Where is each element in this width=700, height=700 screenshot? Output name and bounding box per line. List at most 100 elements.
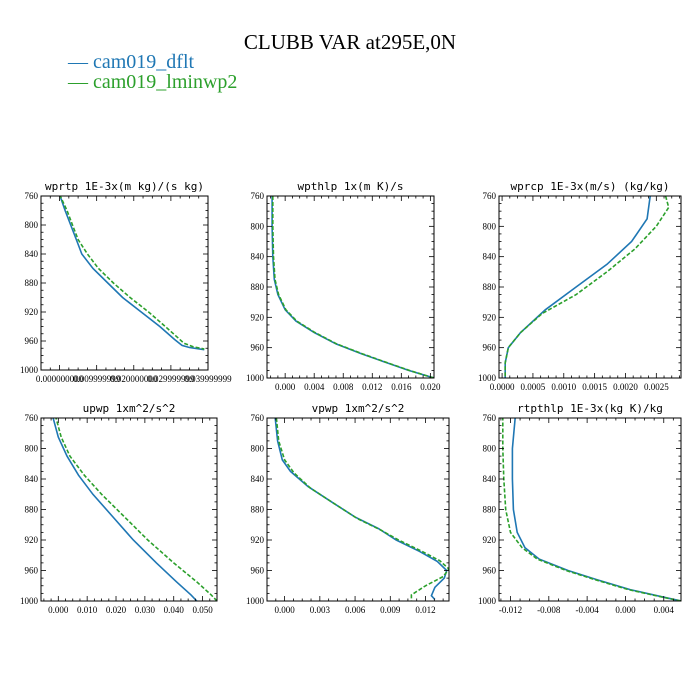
- x-tick-label: 0.020000000: [110, 374, 158, 384]
- legend-entry-lminwp2: — cam019_lminwp2: [67, 71, 237, 93]
- figure-title: CLUBB VAR at295E,0N: [244, 30, 456, 54]
- y-tick-label: 800: [251, 444, 265, 454]
- y-tick-label: 760: [483, 413, 497, 423]
- y-tick-label: 840: [25, 249, 39, 259]
- y-tick-label: 840: [25, 474, 39, 484]
- series-line-lminwp2: [59, 196, 205, 350]
- x-tick-label: 0.004: [654, 605, 675, 615]
- panel-2: wpthlp 1x(m K)/s 760 800 840 880 920 960 1000 0.…: [246, 180, 441, 392]
- y-tick-label: 760: [483, 191, 497, 201]
- series-line-lminwp2: [502, 418, 681, 601]
- x-tick-label: 0.0000: [490, 382, 515, 392]
- y-tick-label: 960: [25, 566, 39, 576]
- series-line-dflt: [59, 196, 205, 351]
- x-tick-label: 0.004: [304, 382, 325, 392]
- y-tick-label: 840: [483, 252, 497, 262]
- legend: — cam019_dflt — cam019_lminwp2: [67, 51, 237, 93]
- x-tick-label: -0.004: [576, 605, 600, 615]
- y-tick-label: 960: [483, 566, 497, 576]
- panel-title: wpthlp 1x(m K)/s: [298, 180, 404, 193]
- series-line-dflt: [274, 418, 448, 601]
- panel-title: vpwp 1xm^2/s^2: [312, 402, 405, 415]
- panel-title: wprtp 1E-3x(m kg)/(s kg): [45, 180, 204, 193]
- y-tick-label: 880: [251, 505, 265, 515]
- y-tick-label: 920: [25, 535, 39, 545]
- plot-frame: [40, 417, 218, 602]
- y-tick-label: 1000: [246, 373, 265, 383]
- series-line-dflt: [504, 196, 651, 378]
- y-tick-label: 960: [25, 336, 39, 346]
- x-tick-label: 0.0025: [644, 382, 669, 392]
- x-tick-label: 0.000: [615, 605, 636, 615]
- y-tick-label: 880: [483, 505, 497, 515]
- y-tick-label: 840: [483, 474, 497, 484]
- x-tick-label: 0.003: [310, 605, 331, 615]
- y-tick-label: 920: [483, 535, 497, 545]
- x-tick-label: -0.008: [537, 605, 561, 615]
- x-tick-label: 0.000: [48, 605, 69, 615]
- y-tick-label: 1000: [246, 596, 265, 606]
- x-tick-label: 0.020: [420, 382, 441, 392]
- y-tick-label: 920: [251, 535, 265, 545]
- y-tick-label: 800: [483, 444, 497, 454]
- panels: wprtp 1E-3x(m kg)/(s kg) 760 800 840 880 920 9…: [20, 180, 682, 615]
- legend-entry-dflt: — cam019_dflt: [67, 51, 195, 73]
- y-tick-label: 1000: [478, 596, 497, 606]
- x-tick-label: 0.016: [391, 382, 412, 392]
- panel-1: wprtp 1E-3x(m kg)/(s kg) 760 800 840 880 920 9…: [20, 180, 232, 384]
- y-tick-label: 760: [251, 413, 265, 423]
- y-tick-label: 760: [251, 191, 265, 201]
- plot-frame: [266, 417, 450, 602]
- x-tick-label: 0.040: [164, 605, 185, 615]
- x-tick-label: 0.0020: [613, 382, 638, 392]
- x-tick-label: 0.010: [77, 605, 98, 615]
- y-tick-label: 960: [251, 343, 265, 353]
- x-tick-label: 0.030: [135, 605, 156, 615]
- series-line-dflt: [52, 418, 198, 601]
- panel-3: wprcp 1E-3x(m/s) (kg/kg) 760 800 840 880 920 9…: [478, 180, 682, 392]
- panel-title: rtpthlp 1E-3x(kg K)/kg: [517, 402, 663, 415]
- x-tick-label: 0.012: [415, 605, 435, 615]
- x-tick-label: 0.008: [333, 382, 354, 392]
- y-tick-label: 920: [25, 307, 39, 317]
- y-tick-label: 800: [251, 221, 265, 231]
- plot-frame: [266, 195, 435, 379]
- y-tick-label: 880: [251, 282, 265, 292]
- y-tick-label: 760: [25, 191, 39, 201]
- y-tick-label: 880: [483, 282, 497, 292]
- x-tick-label: 0.009999999: [73, 374, 121, 384]
- x-tick-label: 0.050: [192, 605, 213, 615]
- y-tick-label: 760: [25, 413, 39, 423]
- y-tick-label: 920: [251, 312, 265, 322]
- x-tick-label: 0.000000000: [36, 374, 84, 384]
- plot-frame: [498, 195, 682, 379]
- y-tick-label: 800: [483, 221, 497, 231]
- x-tick-label: 0.039999999: [184, 374, 232, 384]
- x-tick-label: 0.020: [106, 605, 127, 615]
- series-line-lminwp2: [275, 418, 449, 601]
- y-tick-label: 880: [25, 505, 39, 515]
- x-tick-label: 0.029999999: [147, 374, 195, 384]
- y-tick-label: 1000: [20, 596, 39, 606]
- y-tick-label: 1000: [478, 373, 497, 383]
- x-tick-label: 0.0010: [551, 382, 576, 392]
- series-line-dflt: [511, 418, 681, 601]
- series-line-lminwp2: [272, 196, 434, 378]
- x-tick-label: 0.009: [380, 605, 401, 615]
- y-tick-label: 840: [251, 474, 265, 484]
- panel-5: vpwp 1xm^2/s^2 760 800 840 880 920 960 1000 0.00…: [246, 402, 450, 615]
- x-tick-label: 0.012: [362, 382, 382, 392]
- x-tick-label: 0.0005: [521, 382, 546, 392]
- y-tick-label: 920: [483, 312, 497, 322]
- panel-title: upwp 1xm^2/s^2: [83, 402, 176, 415]
- y-tick-label: 840: [251, 252, 265, 262]
- plot-frame: [40, 195, 209, 371]
- y-tick-label: 1000: [20, 365, 39, 375]
- y-tick-label: 800: [25, 444, 39, 454]
- x-tick-label: 0.0015: [582, 382, 607, 392]
- x-tick-label: 0.000: [274, 605, 295, 615]
- series-line-lminwp2: [504, 196, 670, 378]
- x-tick-label: 0.006: [345, 605, 366, 615]
- y-tick-label: 960: [251, 566, 265, 576]
